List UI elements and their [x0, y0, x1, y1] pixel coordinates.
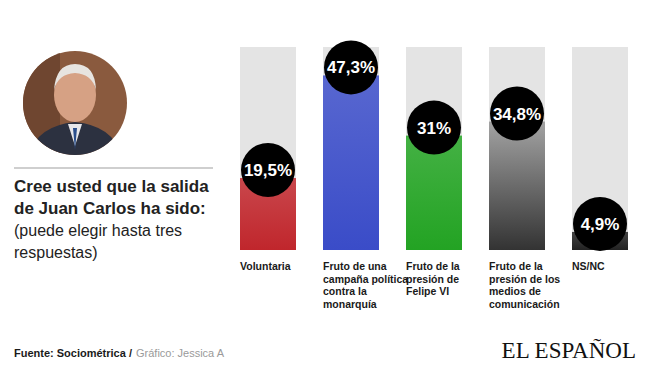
bar [323, 75, 379, 250]
category-label: Voluntaria [240, 260, 291, 272]
photo-suit [28, 122, 122, 160]
category-label-line: presión de los [489, 273, 560, 285]
photo-tie [73, 128, 77, 150]
bar-track [572, 47, 628, 250]
separator [14, 167, 213, 169]
category-label-line: Fruto de la [406, 260, 460, 272]
category-label-line: NS/NC [572, 260, 605, 272]
category-label-line: campaña política [323, 273, 408, 285]
category-label: Fruto de lapresión de losmedios decomuni… [489, 260, 560, 310]
data-label: 31% [417, 119, 451, 138]
category-label-line: Voluntaria [240, 260, 291, 272]
data-label: 4,9% [581, 215, 620, 234]
footer: Fuente: Sociométrica / Gráfico: Jessica A [14, 347, 225, 359]
bar-track [240, 47, 296, 250]
photo-hair [54, 64, 96, 90]
bars [240, 75, 628, 250]
data-labels: 19,5% 47,3% 31% 34,8% 4,9% [241, 40, 627, 250]
category-label-line: Fruto de una [323, 260, 387, 272]
title: Cree usted que la salida de Juan Carlos … [14, 176, 226, 220]
bar-track [489, 47, 545, 250]
category-labels: VoluntariaFruto de unacampaña políticaco… [240, 260, 605, 310]
data-label: 19,5% [244, 161, 292, 180]
category-label-line: Fruto de la [489, 260, 543, 272]
data-label-badge [407, 101, 461, 155]
data-label-badge [573, 197, 627, 251]
category-label: Fruto de unacampaña políticacontra lamon… [323, 260, 408, 310]
category-label: Fruto de lapresión deFelipe VI [406, 260, 460, 297]
credit: Gráfico: Jessica A [136, 347, 225, 359]
category-label-line: monarquía [323, 298, 377, 310]
category-label-line: comunicación [489, 298, 560, 310]
tracks [240, 47, 628, 250]
data-label-badge [324, 40, 378, 94]
data-label: 34,8% [493, 105, 541, 124]
category-label-line: presión de [406, 273, 459, 285]
category-label: NS/NC [572, 260, 605, 272]
brand: EL ESPAÑOL [502, 338, 636, 363]
photo-bg [20, 48, 130, 158]
category-label-line: Felipe VI [406, 285, 449, 297]
page: 19,5% 47,3% 31% 34,8% 4,9% Voluntaria Fruto de… [0, 0, 650, 366]
subtitle: (puede elegir hasta tres respuestas) [14, 220, 226, 264]
data-label: 47,3% [327, 58, 375, 77]
bar [489, 122, 545, 250]
bar-track [406, 47, 462, 250]
data-label-badge [490, 87, 544, 141]
data-label-badge [241, 143, 295, 197]
category-label-line: medios de [489, 285, 541, 297]
title-box: Cree usted que la salida de Juan Carlos … [14, 176, 226, 264]
source: Fuente: Sociométrica / [14, 347, 132, 359]
category-label-line: contra la [323, 285, 367, 297]
photo [20, 48, 130, 160]
